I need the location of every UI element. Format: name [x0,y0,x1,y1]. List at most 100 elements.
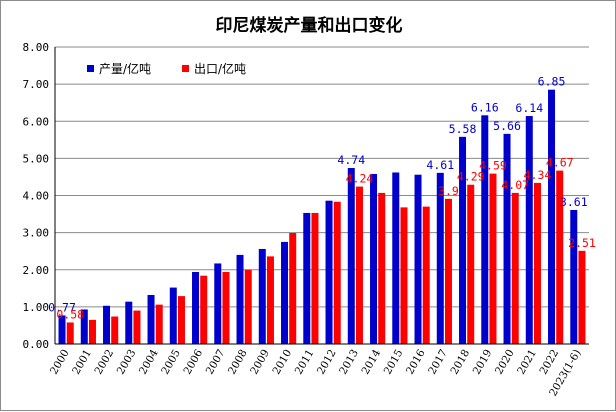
data-label-production: 6.16 [471,100,499,114]
legend: 产量/亿吨 出口/亿吨 [87,61,246,76]
bar-production [570,209,578,344]
x-tick-label: 2020 [493,348,517,377]
data-label-production: 4.61 [426,158,454,172]
bar-production [414,174,422,344]
x-tick-label: 2010 [270,348,294,377]
data-label-export: 4.07 [501,178,529,192]
x-tick-label: 2009 [248,348,272,377]
bar-production [436,172,444,344]
bar-export [578,250,586,344]
bar-production [503,133,511,344]
y-tick-label: 6.00 [23,115,50,128]
bar-production [303,212,311,344]
x-tick-label: 2019 [471,348,495,377]
bar-production [169,287,177,344]
data-label-production: 5.58 [449,122,477,136]
bar-export [533,182,541,344]
bar-production [125,301,133,344]
bar-production [281,241,289,344]
x-tick-label: 2000 [48,348,72,377]
bar-production [236,254,244,344]
bars [58,89,586,345]
bar-export [289,232,297,344]
y-tick-label: 2.00 [23,264,50,277]
bar-production [147,294,155,344]
bar-export [222,271,230,344]
x-tick-label: 2011 [293,348,317,377]
x-tick-label: 2002 [92,348,116,377]
bar-export [244,269,252,344]
data-label-production: 6.14 [515,101,543,115]
bar-export [355,186,363,344]
bar-export [88,319,96,344]
x-tick-label: 2007 [204,348,228,377]
bar-export [467,184,475,344]
data-label-production: 3.61 [560,195,588,209]
data-label-production: 5.66 [493,119,521,133]
data-label-export: 3.9 [438,184,459,198]
bar-production [525,116,533,345]
legend-label-export: 出口/亿吨 [194,61,246,76]
data-label-export: 4.24 [346,172,374,186]
y-tick-label: 0.00 [23,338,50,351]
y-tick-label: 4.00 [23,190,50,203]
gridlines [55,46,589,308]
bar-export [111,316,119,344]
x-tick-label: 2003 [115,348,139,377]
bar-export [556,170,564,344]
bar-export [378,192,386,344]
x-tick-label: 2015 [382,348,406,377]
bar-export [422,206,430,344]
x-tick-label: 2001 [70,348,94,377]
bar-export [400,207,408,344]
x-tick-label: 2016 [404,347,428,376]
bar-export [511,192,519,344]
bar-export [489,173,497,344]
legend-swatch-export [182,65,189,72]
y-tick-label: 1.00 [23,301,50,314]
x-tick-label: 2012 [315,348,339,377]
bar-export [200,275,208,344]
y-tick-label: 7.00 [23,78,50,91]
y-tick-label: 5.00 [23,152,50,165]
data-label-production: 0.77 [48,300,76,314]
x-tick-label: 2018 [448,348,472,377]
bar-production [347,168,355,344]
x-tick-label: 2017 [426,348,450,377]
bar-production [192,271,200,344]
bar-production [214,263,222,344]
bar-production [370,173,378,344]
bar-production [80,309,88,344]
chart-title: 印尼煤炭产量和出口变化 [216,15,403,36]
bar-export [266,256,274,344]
y-tick-label: 8.00 [23,41,50,54]
bar-export [177,296,185,344]
x-tick-label: 2008 [226,348,250,377]
bar-production [58,315,66,344]
x-tick-label: 2014 [359,347,383,376]
bar-export [444,198,452,344]
bar-export [66,322,74,344]
y-tick-label: 3.00 [23,227,50,240]
bar-export [333,201,341,344]
bar-production [258,248,266,344]
x-tick-label: 2005 [159,348,183,377]
bar-export [155,304,163,344]
data-label-export: 2.51 [568,236,596,250]
data-label-production: 4.74 [337,153,365,167]
data-label-export: 4.59 [479,159,507,173]
data-label-export: 4.29 [457,170,485,184]
legend-swatch-production [87,65,94,72]
x-tick-label: 2021 [515,348,539,377]
bar-export [133,310,141,344]
legend-label-production: 产量/亿吨 [99,61,151,76]
data-label-export: 4.67 [546,156,574,170]
bar-production [481,115,489,344]
x-tick-label: 2006 [181,347,205,376]
bar-production [325,200,333,344]
bar-production [392,172,400,344]
data-labels: 0.770.58 4.74 4.24 4.61 3.9 5.58 4.29 6.16 4.59 5… [48,75,596,322]
data-label-production: 6.85 [538,75,566,89]
